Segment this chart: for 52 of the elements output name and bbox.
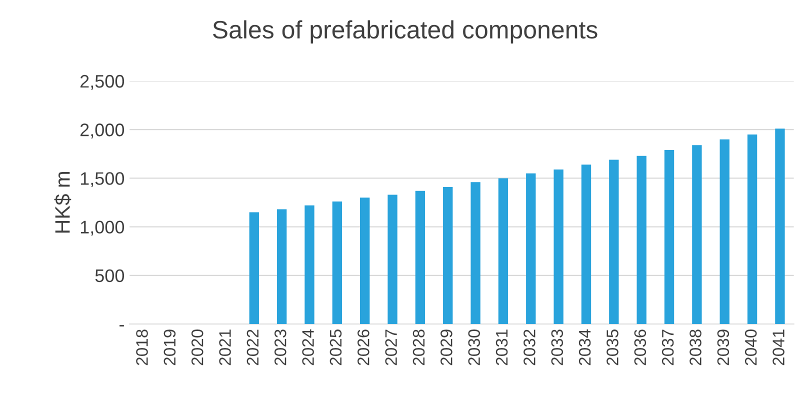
bar [775, 128, 785, 324]
y-tick-label: 500 [95, 269, 124, 282]
chart-title: Sales of prefabricated components [212, 20, 598, 44]
bar [664, 150, 674, 324]
bar [747, 134, 758, 324]
y-tick-label: 1,000 [80, 220, 124, 236]
x-tick-label: 2039 [717, 330, 730, 366]
y-axis-title: HK$ m [54, 172, 72, 233]
x-tick-label: 2038 [690, 330, 702, 366]
bar [498, 178, 508, 324]
bar [636, 156, 646, 324]
x-tick-label: 2024 [302, 329, 314, 366]
bar [581, 164, 592, 324]
bar [276, 209, 287, 324]
x-tick-label: 2028 [412, 330, 425, 366]
x-tick-label: 2021 [219, 330, 231, 366]
x-tick-label: 2030 [468, 330, 480, 366]
x-tick-label: 2032 [524, 330, 536, 366]
bar [609, 160, 619, 324]
y-tick-label: 1,500 [80, 172, 124, 188]
x-tick-label: 2018 [136, 330, 148, 366]
y-tick-label: 2,000 [80, 124, 124, 138]
x-tick-label: 2020 [191, 330, 204, 366]
x-tick-label: 2022 [246, 330, 259, 366]
x-tick-label: 2027 [385, 330, 397, 366]
bar [470, 182, 480, 324]
x-tick-label: 2026 [358, 330, 370, 366]
bar [526, 173, 536, 324]
bar [554, 169, 564, 324]
x-tick-label: 2019 [164, 330, 176, 366]
x-tick-label: 2029 [440, 330, 452, 366]
bar [720, 139, 730, 324]
x-tick-label: 2040 [744, 330, 757, 366]
x-tick-label: 2031 [496, 330, 508, 366]
x-tick-label: 2035 [606, 330, 618, 366]
x-tick-label: 2033 [551, 330, 564, 366]
bar [692, 145, 702, 324]
x-tick-label: 2023 [274, 330, 286, 366]
x-tick-label: 2034 [578, 329, 591, 366]
x-tick-label: 2041 [772, 330, 784, 366]
bar [443, 186, 453, 324]
x-tick-label: 2025 [330, 330, 342, 366]
bar [332, 202, 342, 324]
x-tick-label: 2036 [634, 330, 646, 366]
bar [304, 205, 314, 324]
bar [415, 190, 426, 324]
x-tick-label: 2037 [662, 330, 674, 366]
y-tick-label: - [120, 325, 124, 326]
y-tick-label: 2,500 [80, 74, 124, 90]
bar [388, 194, 398, 324]
bar [360, 198, 370, 324]
bar [249, 212, 259, 324]
